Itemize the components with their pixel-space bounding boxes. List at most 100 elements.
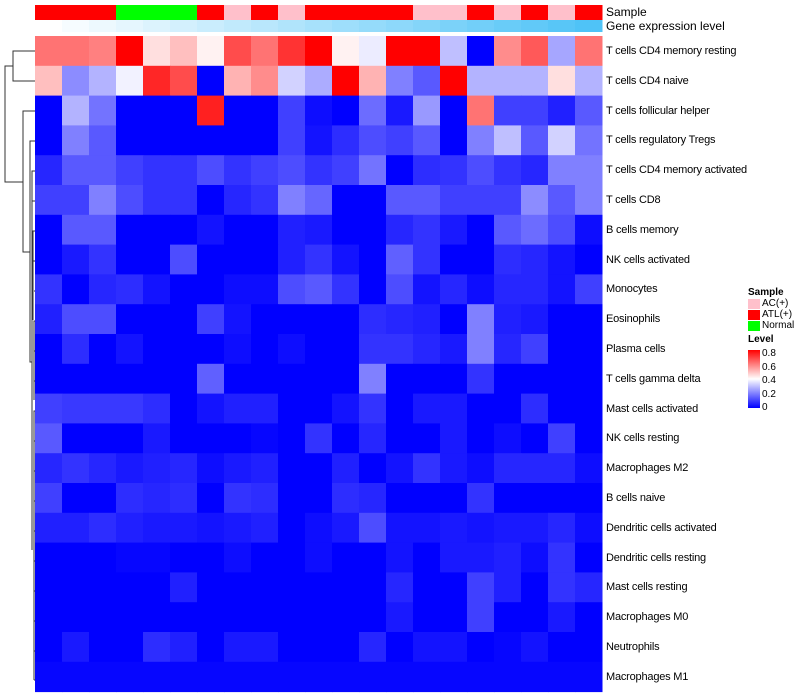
heatmap-cell (359, 661, 387, 693)
heatmap-cell (116, 423, 144, 454)
sample-legend-item: Normal (748, 320, 794, 331)
heatmap-cell (386, 214, 414, 246)
heatmap-cell (116, 244, 144, 275)
sample-annotation-cell (467, 5, 495, 20)
heatmap-cell (170, 453, 198, 484)
sample-legend-title: Sample (748, 287, 784, 298)
heatmap-cell (386, 572, 414, 603)
heatmap-cell (494, 512, 522, 544)
heatmap-cell (305, 125, 333, 156)
heatmap-cell (35, 602, 63, 633)
heatmap-cell (494, 95, 522, 126)
heatmap-cell (143, 483, 171, 514)
sample-annotation-cell (305, 5, 333, 20)
heatmap-cell (116, 185, 144, 216)
heatmap-cell (224, 36, 252, 67)
heatmap-cell (494, 393, 522, 424)
heatmap-cell (62, 453, 90, 484)
heatmap-cell (143, 542, 171, 573)
heatmap-cell (305, 363, 333, 395)
heatmap-cell (251, 244, 279, 275)
heatmap-cell (413, 512, 441, 544)
heatmap-cell (224, 95, 252, 126)
heatmap-cell (143, 334, 171, 365)
heatmap-cell (35, 453, 63, 484)
heatmap-cell (170, 155, 198, 186)
expression-annotation-cell (521, 20, 549, 32)
heatmap-cell (440, 304, 468, 335)
heatmap-cell (494, 572, 522, 603)
heatmap-cell (251, 572, 279, 603)
heatmap-cell (332, 363, 360, 395)
heatmap-cell (305, 602, 333, 633)
heatmap-cell (521, 393, 549, 424)
heatmap-cell (35, 483, 63, 514)
heatmap-cell (359, 453, 387, 484)
heatmap-cell (521, 363, 549, 395)
sample-annotation-cell (413, 5, 441, 20)
expression-annotation-cell (143, 20, 171, 32)
heatmap-cell (521, 423, 549, 454)
sample-annotation-cell (575, 5, 603, 20)
expression-annotation-cell (224, 20, 252, 32)
heatmap-cell (305, 36, 333, 67)
heatmap-cell (170, 304, 198, 335)
expression-annotation-cell (89, 20, 117, 32)
row-label: NK cells resting (606, 432, 680, 445)
heatmap-cell (332, 393, 360, 424)
heatmap-cell (197, 65, 225, 97)
heatmap-cell (386, 423, 414, 454)
heatmap-cell (224, 304, 252, 335)
heatmap-cell (467, 304, 495, 335)
heatmap-cell (170, 185, 198, 216)
heatmap-cell (386, 95, 414, 126)
heatmap-cell (575, 95, 603, 126)
heatmap-cell (116, 632, 144, 663)
heatmap-cell (440, 512, 468, 544)
heatmap-cell (332, 36, 360, 67)
heatmap-cell (35, 632, 63, 663)
heatmap-cell (440, 334, 468, 365)
heatmap-cell (575, 483, 603, 514)
heatmap-cell (224, 483, 252, 514)
heatmap-cell (467, 274, 495, 305)
heatmap-cell (224, 453, 252, 484)
sample-annotation-cell (62, 5, 90, 20)
heatmap-cell (170, 36, 198, 67)
heatmap-cell (197, 95, 225, 126)
heatmap-cell (197, 572, 225, 603)
heatmap-cell (413, 572, 441, 603)
heatmap-cell (35, 95, 63, 126)
heatmap-cell (575, 542, 603, 573)
heatmap-cell (413, 632, 441, 663)
heatmap-cell (494, 185, 522, 216)
heatmap-cell (359, 125, 387, 156)
heatmap-cell (143, 512, 171, 544)
heatmap-cell (386, 125, 414, 156)
heatmap-cell (143, 661, 171, 693)
heatmap-cell (62, 632, 90, 663)
expression-annotation-cell (467, 20, 495, 32)
heatmap-cell (467, 65, 495, 97)
heatmap-cell (278, 155, 306, 186)
heatmap-cell (494, 423, 522, 454)
level-tick-label: 0.2 (762, 388, 776, 400)
heatmap-cell (251, 95, 279, 126)
sample-annotation-cell (116, 5, 144, 20)
heatmap-cell (575, 185, 603, 216)
heatmap-cell (332, 632, 360, 663)
heatmap-cell (170, 393, 198, 424)
heatmap-cell (413, 304, 441, 335)
heatmap-cell (278, 483, 306, 514)
heatmap-cell (386, 185, 414, 216)
heatmap-cell (224, 572, 252, 603)
heatmap-cell (521, 632, 549, 663)
heatmap-cell (197, 483, 225, 514)
heatmap-cell (440, 483, 468, 514)
heatmap-cell (548, 453, 576, 484)
heatmap-cell (386, 483, 414, 514)
row-label: Dendritic cells resting (606, 551, 706, 564)
heatmap-cell (494, 602, 522, 633)
heatmap-cell (386, 512, 414, 544)
heatmap-cell (467, 363, 495, 395)
